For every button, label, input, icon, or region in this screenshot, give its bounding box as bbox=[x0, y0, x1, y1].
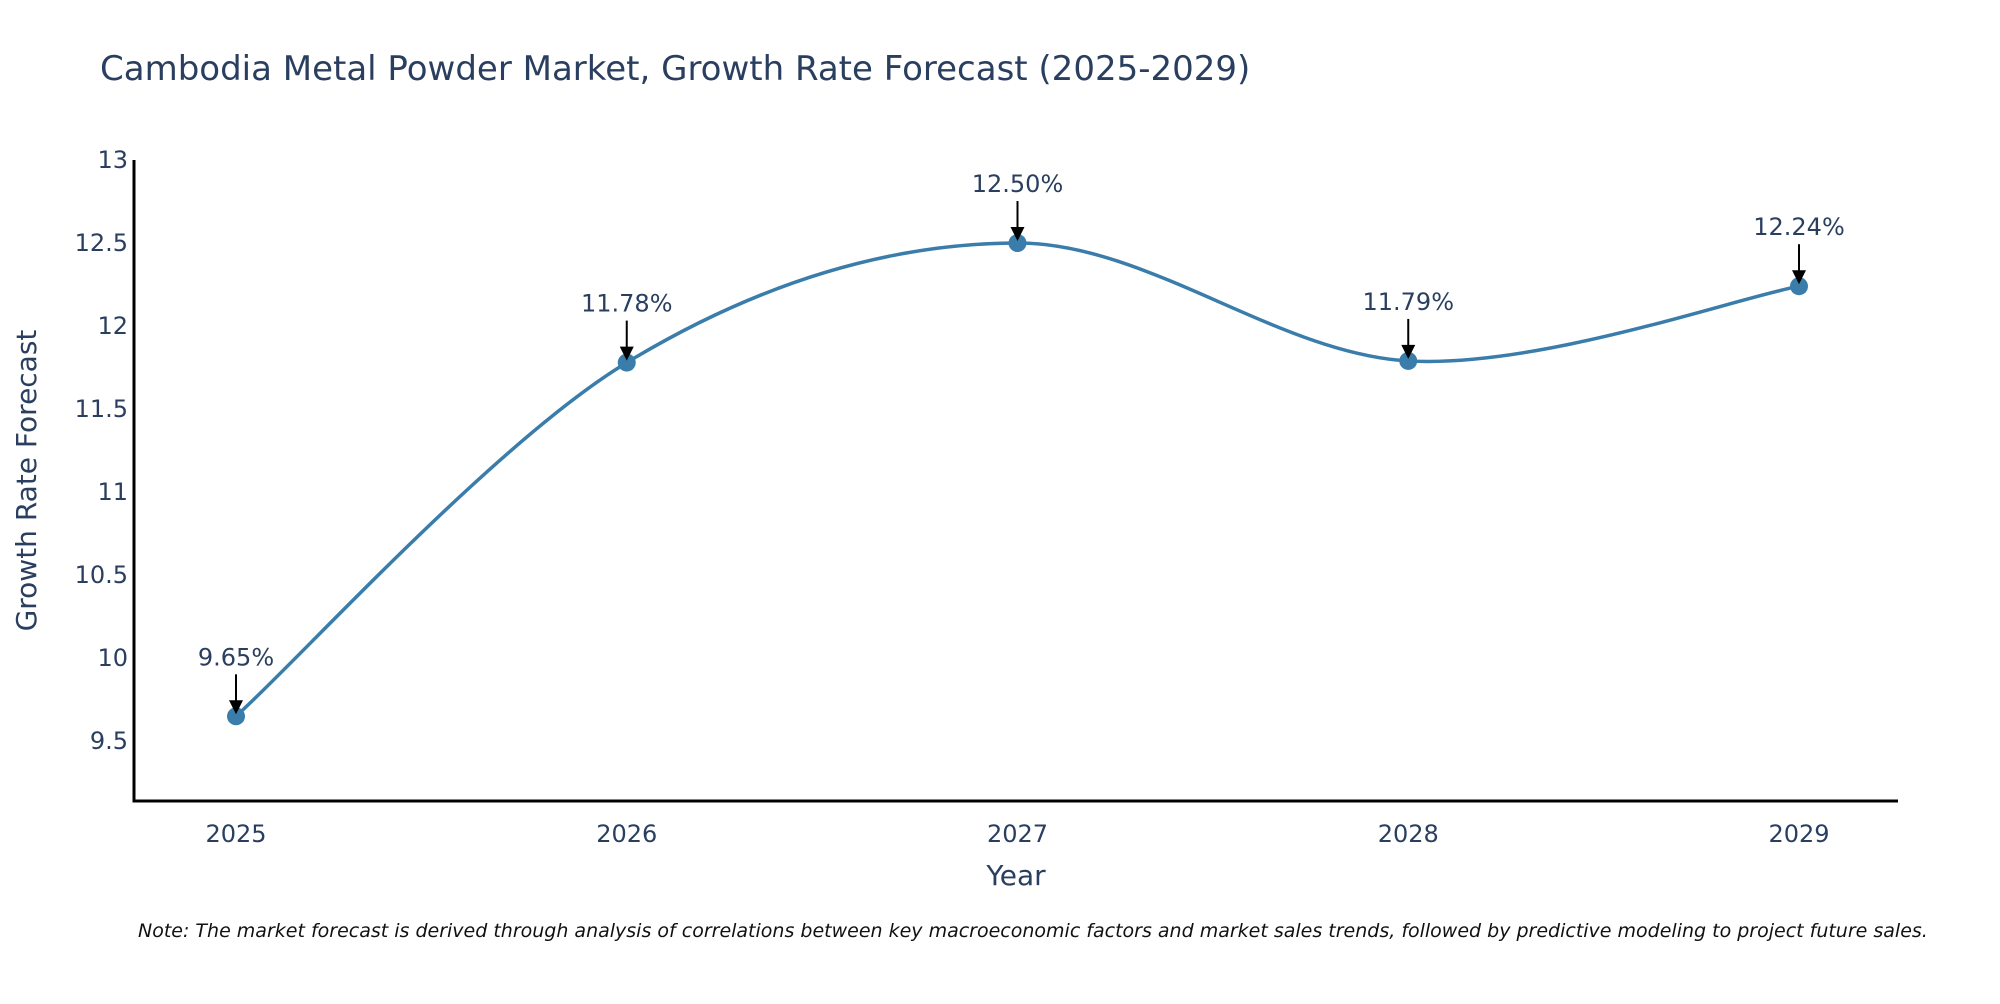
chart-title: Cambodia Metal Powder Market, Growth Rat… bbox=[100, 49, 1250, 89]
data-label: 11.78% bbox=[581, 290, 673, 318]
x-axis-title: Year bbox=[985, 859, 1046, 892]
y-tick-label: 9.5 bbox=[90, 727, 128, 755]
y-tick-label: 12.5 bbox=[75, 229, 128, 257]
data-annotations: 9.65% 11.78% 12.50% 11.79% 12.24% bbox=[198, 170, 1845, 715]
annotation-arrow-head bbox=[229, 700, 243, 715]
series-growth-rate bbox=[227, 234, 1808, 726]
y-tick-label: 11.5 bbox=[75, 395, 128, 423]
annotation-arrow-head bbox=[1401, 344, 1416, 359]
y-tick-label: 13 bbox=[97, 146, 128, 174]
x-tick-label: 2026 bbox=[596, 820, 657, 848]
y-tick-label: 12 bbox=[97, 312, 128, 340]
y-axis-ticks: 9.5 10 10.5 11 11.5 12 12.5 13 bbox=[75, 146, 128, 755]
x-tick-label: 2028 bbox=[1378, 820, 1439, 848]
y-tick-label: 11 bbox=[97, 478, 128, 506]
data-label: 12.50% bbox=[972, 170, 1064, 198]
x-tick-label: 2025 bbox=[205, 820, 266, 848]
y-axis-title: Growth Rate Forecast bbox=[10, 330, 43, 632]
data-point[interactable] bbox=[1790, 277, 1808, 296]
data-label: 12.24% bbox=[1753, 213, 1845, 241]
data-label: 9.65% bbox=[198, 643, 274, 671]
annotation-arrow-head bbox=[1792, 270, 1806, 285]
footnote: Note: The market forecast is derived thr… bbox=[138, 920, 1928, 942]
annotation-arrow-head bbox=[1010, 227, 1025, 242]
series-line bbox=[234, 241, 1800, 718]
data-point[interactable] bbox=[617, 353, 636, 372]
data-point[interactable] bbox=[1008, 234, 1027, 253]
x-tick-label: 2027 bbox=[987, 820, 1048, 848]
data-label: 11.79% bbox=[1362, 288, 1454, 316]
x-tick-label: 2029 bbox=[1768, 820, 1829, 848]
data-point[interactable] bbox=[227, 707, 245, 726]
x-axis-ticks: 2025 2026 2027 2028 2029 bbox=[205, 820, 1829, 848]
data-point[interactable] bbox=[1399, 351, 1418, 370]
annotation-arrow-head bbox=[619, 346, 634, 361]
y-tick-label: 10 bbox=[97, 644, 128, 672]
y-tick-label: 10.5 bbox=[75, 561, 128, 589]
